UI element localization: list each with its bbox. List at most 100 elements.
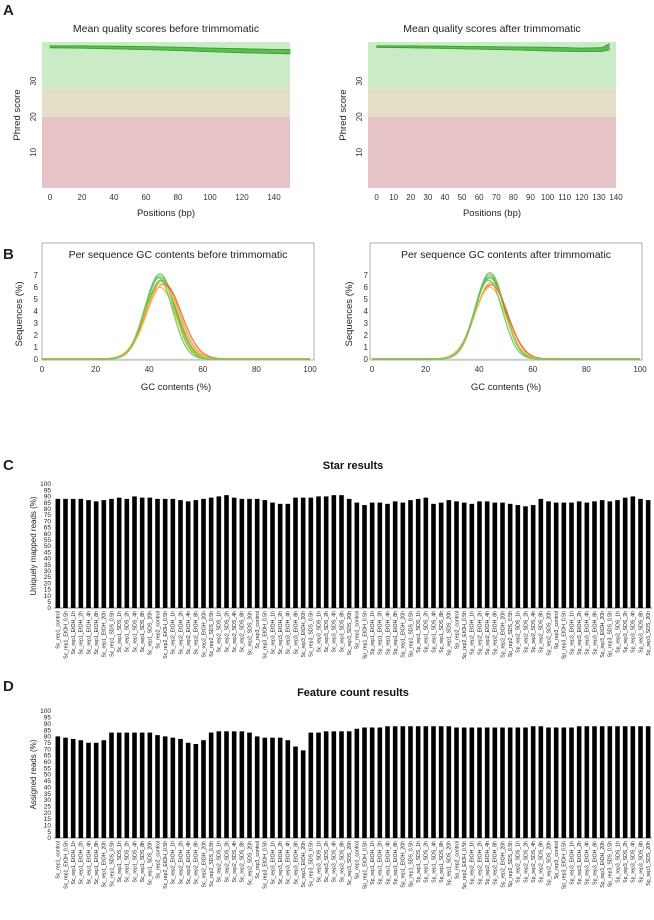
star-bar — [63, 498, 68, 608]
feature-category-label: Sc_rep2_EtOH_20h — [201, 841, 207, 888]
qual-after-ylabel: Phred score — [338, 89, 349, 140]
star-bar — [231, 497, 237, 608]
star-bar — [408, 500, 413, 608]
star-category-label: Sc_rep2_SDS_4h — [232, 611, 238, 653]
feature-bar — [247, 732, 252, 838]
feature-bar — [538, 726, 544, 838]
star-bar — [285, 503, 291, 608]
feature-bar — [86, 742, 91, 838]
star-category-label: Sc_rep1_SDS_0.5h — [109, 611, 115, 657]
star-ylabel: Uniquely mapped reads (%) — [29, 496, 38, 595]
star-category-label: Sc_rep3_EtOH_20h — [301, 611, 307, 658]
star-ytick: 70 — [44, 518, 52, 525]
gc-before-ytick: 5 — [34, 295, 39, 304]
feature-category-label: Sc_rep2_SDS_0.5h — [209, 841, 215, 887]
star-category-label: Sp_rep1_EtOH_2h — [378, 611, 384, 655]
feature-chart: Sc_rep1_control Sc_rep1_EtOH_0.5h Sc_rep1_… — [29, 687, 652, 889]
qual-after-zone-1 — [368, 88, 616, 117]
feature-bar — [285, 740, 291, 838]
feature-bar — [469, 727, 475, 838]
star-bar — [469, 503, 475, 608]
star-category-label: Sp_rep2_SDS_20h — [546, 611, 552, 656]
qual-before-xtick: 0 — [48, 193, 53, 202]
feature-bar — [492, 727, 498, 838]
star-category-label: Sc_rep2_SDS_2h — [224, 611, 230, 653]
gc-after-ytick: 7 — [364, 271, 369, 280]
feature-bar — [408, 726, 413, 838]
star-bar — [500, 502, 505, 608]
feature-bar — [139, 732, 145, 838]
star-ytick: 65 — [44, 525, 52, 532]
feature-category-label: Sc_rep3_EtOH_1h — [270, 841, 276, 885]
gc-after-xlabel: GC contents (%) — [471, 382, 541, 393]
feature-bar — [477, 727, 482, 838]
star-category-label: Sc_rep3_SDS_8h — [339, 611, 345, 653]
star-bar — [561, 502, 567, 608]
feature-bar — [362, 727, 367, 838]
feature-ytick: 35 — [44, 791, 52, 798]
star-category-label: Sc_rep2_EtOH_20h — [201, 611, 207, 658]
star-bar — [316, 496, 321, 608]
gc-before-xtick: 100 — [303, 365, 317, 374]
feature-bar — [63, 737, 68, 838]
feature-bar — [293, 746, 298, 838]
star-bar — [109, 498, 114, 608]
star-ytick: 45 — [44, 549, 52, 556]
feature-bar — [607, 726, 613, 838]
qual-after-ytick: 20 — [355, 112, 364, 121]
star-category-label: Sc_rep3_EtOH_8h — [293, 611, 299, 655]
gc-after-ylabel: Sequences (%) — [344, 282, 355, 347]
feature-bar — [645, 726, 651, 838]
feature-bar — [300, 750, 306, 838]
star-category-label: Sp_rep3_EtOH_8h — [592, 611, 598, 655]
star-category-label: Sp_rep3_EtOH_0.5h — [562, 611, 568, 659]
qual-after-xtick: 120 — [575, 193, 589, 202]
feature-bar — [323, 731, 329, 838]
star-ytick: 30 — [44, 568, 52, 575]
feature-category-label: Sc_rep3_SDS_20h — [347, 841, 353, 886]
star-bar — [277, 503, 283, 608]
star-bar — [507, 503, 513, 608]
star-bar — [515, 505, 521, 608]
star-bar — [484, 501, 490, 608]
feature-category-label: Sp_rep3_EtOH_8h — [592, 841, 598, 885]
feature-category-label: Sp_rep3_EtOH_0.5h — [562, 841, 568, 889]
feature-category-label: Sp_rep1_SDS_4h — [431, 841, 437, 883]
feature-category-label: Sc_rep3_EtOH_0.5h — [263, 841, 269, 889]
feature-bar — [638, 726, 643, 838]
feature-bar — [385, 726, 390, 838]
feature-category-label: Sp_rep3_SDS_4h — [631, 841, 637, 883]
feature-category-label: Sc_rep2_SDS_8h — [240, 841, 246, 883]
star-category-label: Sc_rep1_control — [56, 611, 62, 649]
star-category-label: Sc_rep2_EtOH_2h — [178, 611, 184, 655]
feature-category-label: Sc_rep1_EtOH_1h — [71, 841, 77, 885]
star-category-label: Sp_rep1_control — [355, 611, 361, 649]
feature-category-label: Sp_rep2_EtOH_4h — [485, 841, 491, 885]
qual-after-ytick: 10 — [355, 147, 364, 156]
star-category-label: Sc_rep1_EtOH_0.5h — [63, 611, 69, 659]
star-bar — [538, 498, 544, 608]
star-bar — [139, 497, 145, 608]
star-category-label: Sc_rep3_SDS_2h — [324, 611, 330, 653]
star-bar — [170, 498, 176, 608]
gc-before-frame — [41, 242, 315, 361]
qual-before-ytick: 20 — [29, 112, 38, 121]
gc-after-xtick: 100 — [633, 365, 647, 374]
star-category-label: Sc_rep1_SDS_20h — [148, 611, 154, 656]
star-bar — [569, 502, 574, 608]
feature-category-label: Sp_rep2_SDS_4h — [531, 841, 537, 883]
star-category-label: Sp_rep1_EtOH_0.5h — [362, 611, 368, 659]
qual-before-xtick: 40 — [110, 193, 119, 202]
feature-category-label: Sp_rep3_SDS_0.5h — [608, 841, 614, 887]
star-category-label: Sc_rep1_SDS_4h — [132, 611, 138, 653]
star-bar — [615, 500, 620, 608]
star-ytick: 60 — [44, 531, 52, 538]
star-category-label: Sc_rep3_EtOH_4h — [286, 611, 292, 655]
feature-category-label: Sc_rep1_EtOH_4h — [86, 841, 92, 885]
feature-bar — [270, 737, 275, 838]
qual-after-xtick: 110 — [558, 193, 571, 202]
star-bar — [630, 496, 636, 608]
feature-ylabel: Assigned reads (%) — [29, 739, 38, 809]
feature-category-label: Sp_rep1_EtOH_20h — [401, 841, 407, 888]
star-category-label: Sp_rep2_EtOH_4h — [485, 611, 491, 655]
